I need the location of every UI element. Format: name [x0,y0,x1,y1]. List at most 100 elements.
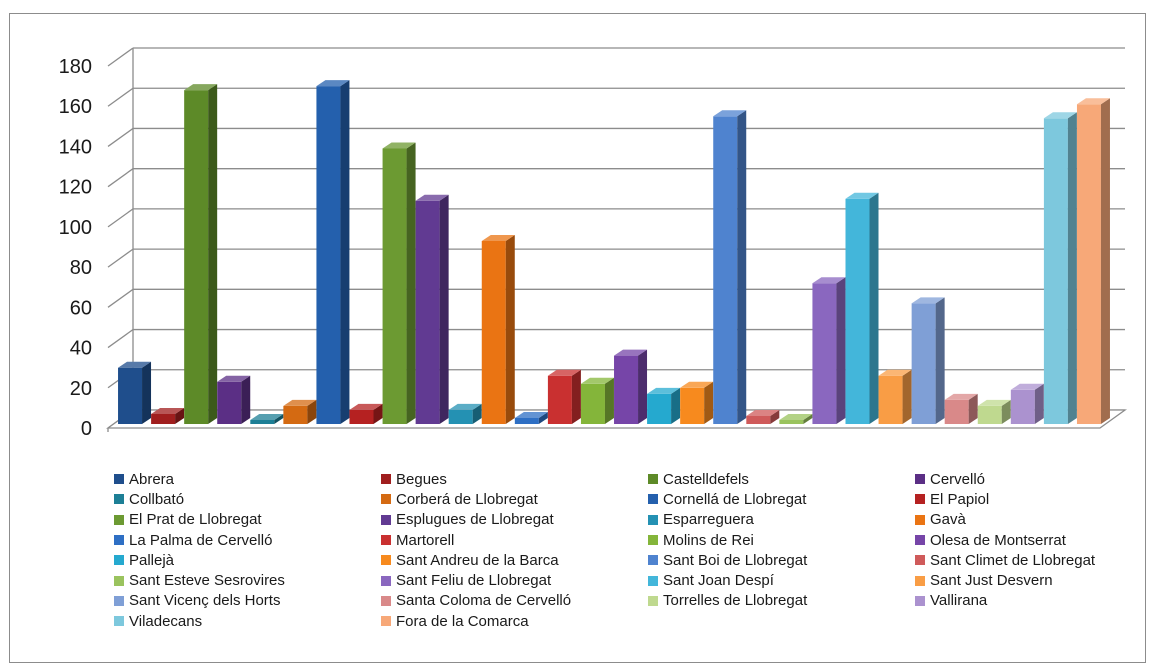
bar-top [580,377,614,384]
legend-entry: Abrera [114,469,381,489]
bar-side [439,194,449,424]
legend-swatch [114,616,124,627]
bar-top [1076,98,1110,105]
legend-swatch [114,555,124,566]
bar-martorell [547,369,581,424]
legend-swatch [114,575,124,586]
bar-side [836,277,846,424]
y-axis: 0 20 40 60 80 100 120 140 160 180 [59,56,92,440]
bar-top [911,297,945,304]
bar-side [373,403,383,424]
bar-top [217,375,251,382]
bar-side [638,349,648,424]
legend-entry: Vallirana [915,591,1155,611]
bar-front [1076,104,1101,424]
bar-side [1100,98,1110,424]
bar-front [845,198,870,424]
legend-entry: Castelldefels [648,469,915,489]
legend-swatch [648,595,658,606]
legend-swatch [915,555,925,566]
legend-label: Sant Joan Despí [663,572,774,590]
bar-side [803,413,813,424]
legend-entry: La Palma de Cervelló [114,530,381,550]
legend-label: El Papiol [930,490,990,508]
bar-front [382,148,407,424]
legend-label: Sant Feliu de Llobregat [396,572,552,590]
legend-label: Esplugues de Llobregat [396,511,554,529]
bar-cornell-de-llobregat [316,80,350,424]
bar-front [746,415,771,424]
bar-sant-esteve-sesrovires [779,413,813,424]
bar-sant-climet-de-llobregat [746,409,780,424]
gridline-side [107,127,134,147]
bar-front [415,200,440,424]
bar-top [250,413,284,420]
legend-entry: Sant Vicenç dels Horts [114,591,381,611]
legend-swatch [381,616,391,627]
bar-front [977,405,1002,424]
legend-swatch [915,474,925,485]
bar-top [680,381,714,388]
y-tick-label: 180 [59,56,92,78]
legend-swatch [915,494,925,505]
legend-label: Sant Just Desvern [930,572,1053,590]
gridline-side [107,208,134,228]
bar-top [448,403,482,410]
legend-label: Sant Climet de Llobregat [930,551,1096,569]
bar-santa-coloma-de-cervell- [944,393,978,424]
bar-fora-de-la-comarca [1076,98,1110,424]
legend-swatch [648,555,658,566]
bar-side [604,377,614,424]
legend-label: Corberá de Llobregat [396,490,538,508]
legend-entry: Fora de la Comarca [381,611,648,631]
bar-side [175,407,185,424]
bar-front [118,367,143,424]
bar-side [770,409,780,424]
y-tick-label: 140 [59,136,92,158]
legend-label: Begues [396,470,447,488]
gridline-side [107,288,134,308]
legend-entry: Viladecans [114,611,381,631]
bar-sant-boi-de-llobregat [713,110,747,425]
bar-top [779,413,813,420]
legend-swatch [648,494,658,505]
bar-side [307,399,317,424]
legend-label: Santa Coloma de Cervelló [396,592,572,610]
bar-gav- [481,234,515,424]
bar-vallirana [1010,383,1044,424]
legend-swatch [114,474,124,485]
bar-top [481,234,515,241]
bar-front [547,375,572,424]
bar-top [151,407,185,414]
legend-label: Castelldefels [663,470,749,488]
bar-side [340,80,350,424]
legend-label: El Prat de Llobregat [129,511,262,529]
bar-top [118,361,152,368]
bar-front [151,413,176,424]
bar-top [415,194,449,201]
bar-side [406,142,416,424]
bar-front [250,419,275,424]
bar-top [647,387,681,394]
legend-entry: El Papiol [915,489,1155,509]
bar-side [737,110,747,425]
legend-entry: Esplugues de Llobregat [381,510,648,530]
bar-collbat- [250,413,284,424]
y-tick-label: 60 [70,297,92,319]
bar-top [1043,112,1077,119]
bar-front [647,393,672,424]
bar-front [1043,118,1068,425]
bar-side [571,369,581,424]
legend-label: Vallirana [930,592,988,610]
y-tick-label: 160 [59,96,92,118]
y-tick-label: 20 [70,378,92,400]
legend-label: Martorell [396,531,455,549]
legend-entry: Pallejà [114,550,381,570]
bar-sant-just-desvern [878,369,912,424]
legend-label: Sant Boi de Llobregat [663,551,808,569]
bar-front [184,90,209,425]
bar-front [580,383,605,424]
bar-cervell- [217,375,251,424]
legend-entry: Gavà [915,510,1155,530]
bars-layer [118,80,1110,425]
